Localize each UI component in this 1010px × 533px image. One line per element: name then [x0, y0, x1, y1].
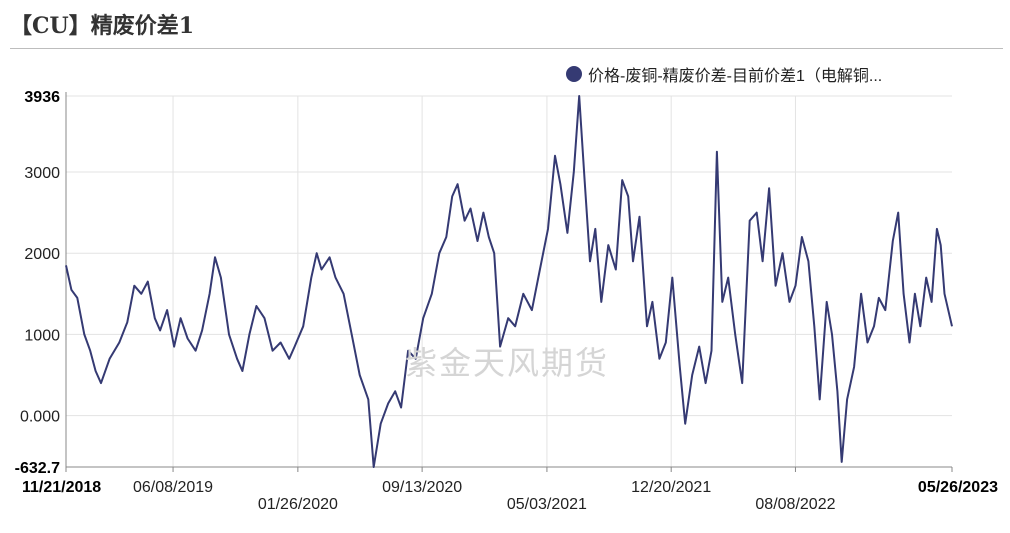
x-tick-label: 09/13/2020 — [382, 479, 462, 496]
watermark: 紫金天风期货 — [405, 344, 610, 382]
y-tick-label: 1000 — [24, 327, 60, 344]
chart-legend[interactable]: 价格-废铜-精废价差-目前价差1（电解铜... — [566, 62, 882, 86]
chart-axes — [65, 92, 953, 472]
x-tick-label: 06/08/2019 — [133, 479, 213, 496]
x-tick-label: 05/26/2023 — [918, 479, 998, 496]
page-title: 【CU】精废价差1 — [10, 13, 195, 39]
x-tick-label: 08/08/2022 — [755, 496, 835, 513]
legend-marker-icon — [566, 66, 582, 82]
y-tick-label: -632.7 — [15, 460, 60, 477]
x-axis-ticks: 11/21/2018 06/08/2019 01/26/2020 09/13/2020… — [22, 479, 998, 513]
y-tick-label: 2000 — [24, 246, 60, 263]
chart-grid — [66, 95, 952, 467]
legend-label: 价格-废铜-精废价差-目前价差1（电解铜... — [588, 68, 883, 85]
x-tick-label: 05/03/2021 — [507, 496, 587, 513]
y-axis-ticks: 3936 3000 2000 1000 0.000 -632.7 — [15, 89, 60, 477]
y-tick-label: 0.000 — [20, 409, 60, 426]
series-line — [65, 95, 953, 468]
y-tick-label: 3000 — [24, 165, 60, 182]
x-tick-label: 11/21/2018 — [22, 479, 101, 496]
x-tick-label: 12/20/2021 — [631, 479, 711, 496]
title-divider — [10, 48, 1003, 49]
y-tick-label: 3936 — [24, 89, 60, 106]
x-tick-label: 01/26/2020 — [258, 496, 338, 513]
